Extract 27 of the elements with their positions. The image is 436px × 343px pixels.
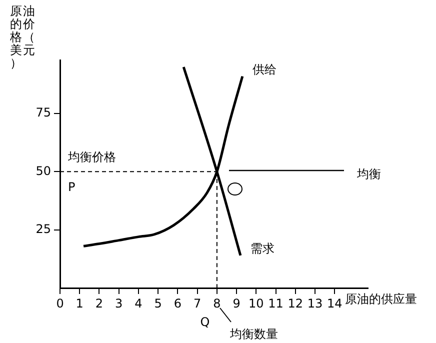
x-tick-label: 8 [213,296,221,310]
x-tick-label: 13 [307,296,323,310]
y-tick-label: 50 [36,164,51,178]
x-axis-title: 原油的供应量 [345,292,417,306]
x-tick-label: 2 [95,296,104,310]
series-label: 需求 [250,242,274,256]
text: 均衡数量 [229,327,278,342]
annotation: P [68,180,76,194]
x-tick-label: 11 [268,296,284,310]
x-tick-label: 7 [194,296,202,310]
text: Q [200,315,210,330]
x-tick-label: 1 [76,296,84,310]
x-tick-label: 12 [288,296,304,310]
text: 原油的价格（美元） [10,4,35,70]
x-tick-label: 6 [174,296,182,310]
x-tick-label: 5 [154,296,162,310]
x-tick-label: 10 [248,296,264,310]
annotation: 均衡价格 [67,150,116,164]
x-tick-label: 14 [327,296,342,310]
x-tick-label: 9 [232,296,240,310]
series-label: 供给 [252,62,276,76]
y-tick-label: 75 [36,106,51,120]
x-tick-label: 4 [134,296,142,310]
x-tick-label: 3 [115,296,123,310]
annotation: 均衡 [356,167,381,182]
y-tick-label: 25 [36,222,51,236]
x-tick-label: 0 [56,296,64,310]
